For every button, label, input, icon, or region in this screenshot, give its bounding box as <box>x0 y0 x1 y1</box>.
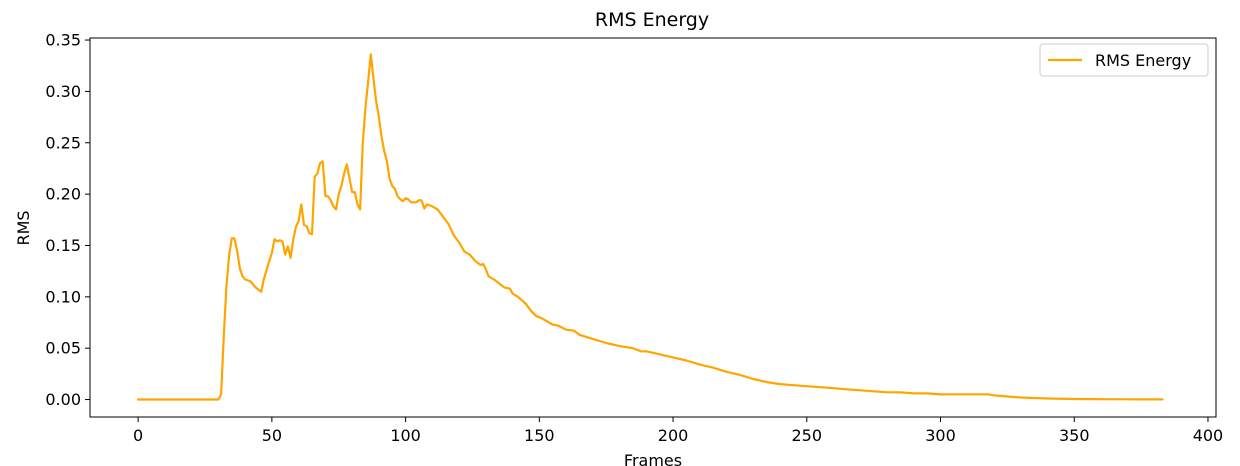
y-tick-label: 0.05 <box>45 339 81 358</box>
y-tick-label: 0.10 <box>45 287 81 306</box>
y-tick-label: 0.15 <box>45 236 81 255</box>
x-tick-label: 400 <box>1193 426 1224 445</box>
x-tick-label: 250 <box>792 426 823 445</box>
legend: RMS Energy <box>1039 43 1209 77</box>
y-tick-label: 0.20 <box>45 185 81 204</box>
x-tick-label: 200 <box>658 426 689 445</box>
y-tick-label: 0.25 <box>45 133 81 152</box>
y-tick-label: 0.35 <box>45 31 81 50</box>
y-axis-label: RMS <box>14 210 33 245</box>
x-tick-label: 0 <box>133 426 143 445</box>
y-axis-ticks: 0.00 0.05 0.10 0.15 0.20 0.25 0.30 0.35 <box>45 31 90 409</box>
x-tick-label: 300 <box>925 426 956 445</box>
x-axis-label: Frames <box>624 451 682 466</box>
x-tick-label: 150 <box>524 426 555 445</box>
legend-label: RMS Energy <box>1095 51 1191 70</box>
series-layer <box>137 53 1164 401</box>
plot-area-frame <box>89 37 1217 418</box>
x-axis-ticks: 0 50 100 150 200 250 300 350 400 <box>133 417 1223 445</box>
series-line-rms-energy <box>137 53 1164 401</box>
x-tick-label: 350 <box>1059 426 1090 445</box>
legend-box <box>1039 43 1209 77</box>
y-tick-label: 0.30 <box>45 82 81 101</box>
x-tick-label: 100 <box>390 426 421 445</box>
x-tick-label: 50 <box>262 426 282 445</box>
y-tick-label: 0.00 <box>45 390 81 409</box>
chart-title: RMS Energy <box>595 9 709 31</box>
